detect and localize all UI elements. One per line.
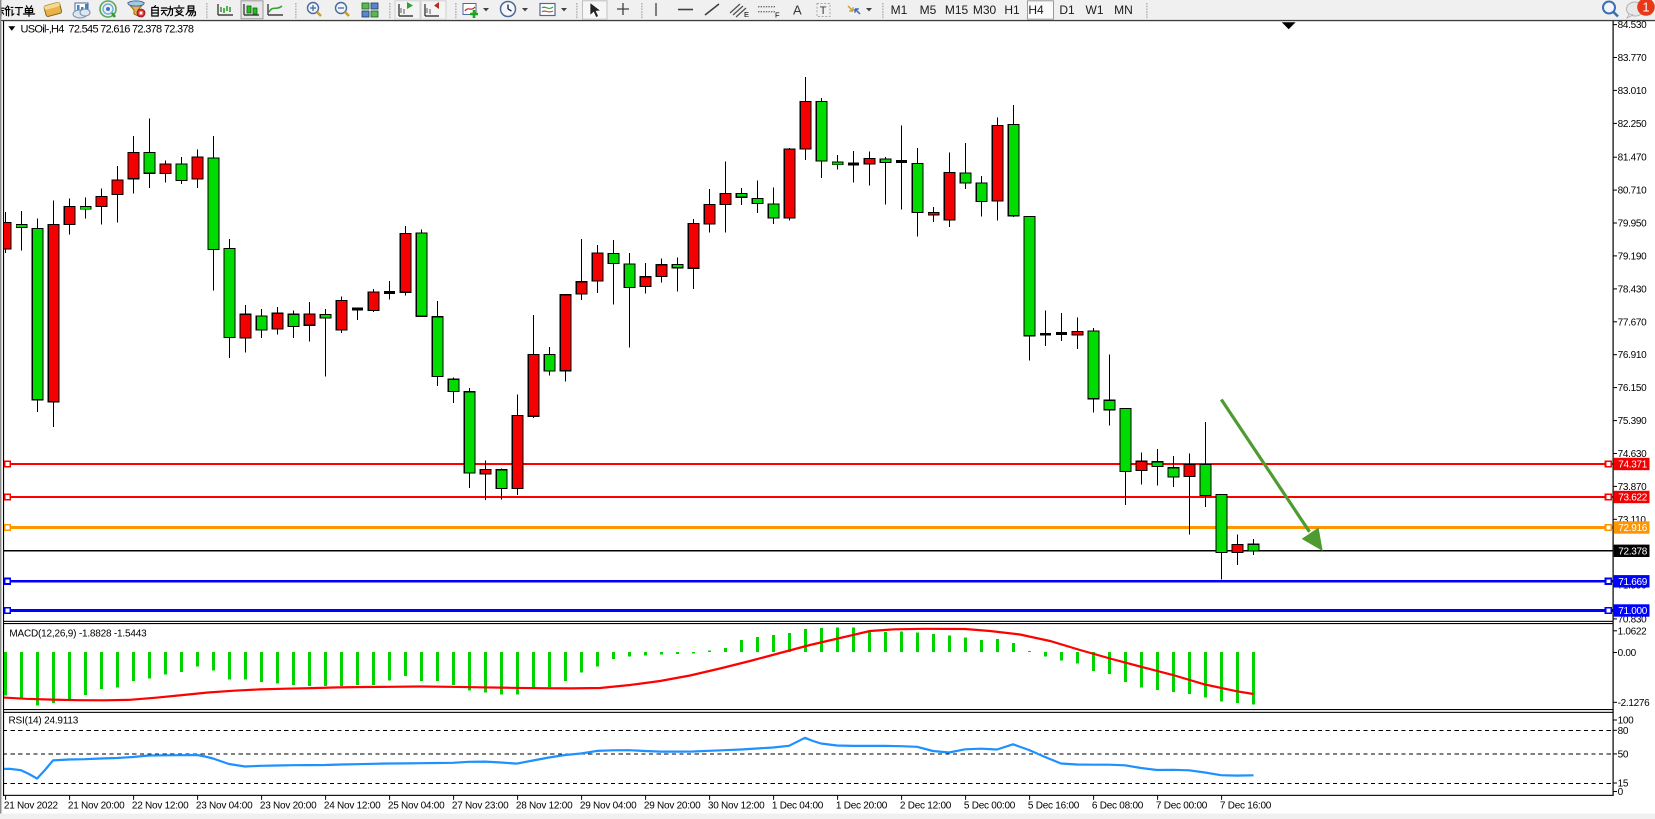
svg-text:71.669: 71.669 [1618,577,1648,588]
svg-text:24 Nov 12:00: 24 Nov 12:00 [324,801,381,812]
svg-text:E: E [744,10,749,19]
svg-text:29 Nov 20:00: 29 Nov 20:00 [644,801,701,812]
svg-text:82.250: 82.250 [1618,119,1648,130]
svg-text:77.670: 77.670 [1618,317,1648,328]
svg-text:70.830: 70.830 [1618,614,1648,625]
svg-text:A: A [793,3,802,18]
svg-text:RSI(14) 24.9113: RSI(14) 24.9113 [9,715,79,726]
svg-text:74.371: 74.371 [1618,460,1648,471]
svg-text:M1: M1 [891,3,908,17]
svg-text:74.630: 74.630 [1618,449,1648,460]
svg-text:78.430: 78.430 [1618,284,1648,295]
svg-text:7 Dec 00:00: 7 Dec 00:00 [1156,801,1208,812]
svg-text:5 Dec 00:00: 5 Dec 00:00 [964,801,1016,812]
svg-text:1 Dec 04:00: 1 Dec 04:00 [772,801,824,812]
svg-text:21 Nov 20:00: 21 Nov 20:00 [68,801,125,812]
svg-text:28 Nov 12:00: 28 Nov 12:00 [516,801,573,812]
svg-text:USOil-,H4 72.545 72.616 72.37: USOil-,H4 72.545 72.616 72.378 72.378 [21,24,194,36]
svg-text:F: F [775,11,780,20]
svg-text:73.870: 73.870 [1618,482,1648,493]
svg-text:83.770: 83.770 [1618,53,1648,64]
svg-text:75.390: 75.390 [1618,416,1648,427]
svg-text:73.110: 73.110 [1618,515,1647,526]
svg-text:25 Nov 04:00: 25 Nov 04:00 [388,801,445,812]
svg-text:1 Dec 20:00: 1 Dec 20:00 [836,801,888,812]
svg-text:23 Nov 04:00: 23 Nov 04:00 [196,801,253,812]
svg-text:MACD(12,26,9) -1.8828 -1.5443: MACD(12,26,9) -1.8828 -1.5443 [9,629,147,640]
svg-text:1: 1 [1643,1,1650,15]
svg-text:50: 50 [1618,749,1629,760]
svg-text:0: 0 [1618,787,1624,798]
svg-text:76.910: 76.910 [1618,350,1648,361]
svg-text:D1: D1 [1059,3,1075,17]
svg-text:79.190: 79.190 [1618,251,1648,262]
svg-text:M5: M5 [920,3,937,17]
svg-text:73.622: 73.622 [1618,493,1648,504]
svg-text:72.378: 72.378 [1618,546,1648,557]
svg-text:-2.1276: -2.1276 [1618,698,1651,709]
svg-text:21 Nov 2022: 21 Nov 2022 [4,801,59,812]
svg-text:100: 100 [1618,716,1635,727]
svg-text:H4: H4 [1028,3,1044,17]
svg-text:5 Dec 16:00: 5 Dec 16:00 [1028,801,1080,812]
svg-text:MN: MN [1114,3,1133,17]
svg-text:M30: M30 [973,3,997,17]
svg-text:84.530: 84.530 [1618,20,1648,31]
svg-text:W1: W1 [1086,3,1104,17]
svg-text:72.916: 72.916 [1618,523,1648,534]
svg-text:30 Nov 12:00: 30 Nov 12:00 [708,801,765,812]
svg-text:H1: H1 [1004,3,1020,17]
svg-text:2 Dec 12:00: 2 Dec 12:00 [900,801,952,812]
svg-text:79.950: 79.950 [1618,219,1648,230]
svg-text:7 Dec 16:00: 7 Dec 16:00 [1220,801,1272,812]
svg-text:76.150: 76.150 [1618,383,1648,394]
svg-text:6 Dec 08:00: 6 Dec 08:00 [1092,801,1144,812]
svg-text:71.000: 71.000 [1618,606,1648,617]
svg-text:29 Nov 04:00: 29 Nov 04:00 [580,801,637,812]
svg-text:27 Nov 23:00: 27 Nov 23:00 [452,801,509,812]
svg-text:81.470: 81.470 [1618,153,1648,164]
svg-text:T: T [820,5,827,17]
svg-text:23 Nov 20:00: 23 Nov 20:00 [260,801,317,812]
svg-text:M15: M15 [945,3,969,17]
svg-text:83.010: 83.010 [1618,86,1648,97]
svg-text:22 Nov 12:00: 22 Nov 12:00 [132,801,189,812]
svg-text:80.710: 80.710 [1618,186,1648,197]
svg-text:15: 15 [1618,779,1629,790]
svg-text:80: 80 [1618,726,1629,737]
svg-text:0.00: 0.00 [1618,648,1637,659]
svg-text:1.0622: 1.0622 [1618,626,1648,637]
